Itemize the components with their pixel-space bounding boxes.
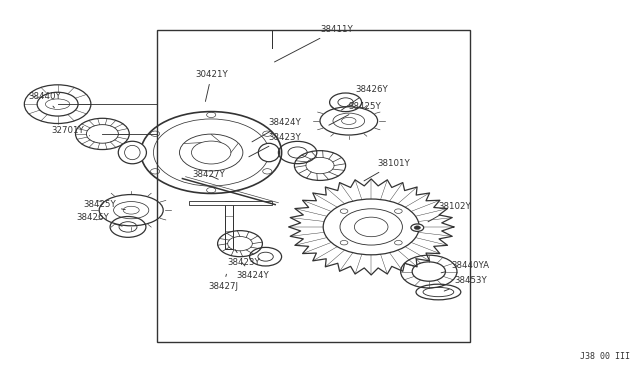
Bar	[189, 201, 272, 205]
Text: 38425Y: 38425Y	[329, 102, 381, 125]
Circle shape	[414, 226, 420, 230]
Text: 38427Y: 38427Y	[192, 170, 225, 179]
Text: J38 00 III: J38 00 III	[580, 352, 630, 361]
Text: 38427J: 38427J	[208, 274, 238, 291]
Text: 38424Y: 38424Y	[237, 263, 269, 280]
Text: 38101Y: 38101Y	[364, 159, 410, 181]
Ellipse shape	[259, 143, 280, 162]
Text: 38426Y: 38426Y	[342, 85, 388, 110]
Text: 32701Y: 32701Y	[51, 126, 90, 136]
Text: 38423Y: 38423Y	[249, 133, 301, 157]
Text: 38411Y: 38411Y	[275, 25, 353, 62]
Ellipse shape	[118, 141, 147, 164]
Text: 38425Y: 38425Y	[83, 200, 125, 210]
Text: 38440YA: 38440YA	[441, 262, 489, 273]
Text: 38426Y: 38426Y	[77, 213, 122, 226]
Bar	[157, 30, 470, 342]
Text: 38440Y: 38440Y	[29, 92, 61, 108]
Bar	[225, 201, 233, 249]
Text: 38102Y: 38102Y	[428, 202, 471, 222]
Text: 30421Y: 30421Y	[195, 70, 228, 102]
Text: 38423Y: 38423Y	[227, 250, 260, 267]
Text: 38453Y: 38453Y	[444, 276, 487, 291]
Circle shape	[411, 224, 424, 231]
Text: 38424Y: 38424Y	[252, 118, 301, 142]
